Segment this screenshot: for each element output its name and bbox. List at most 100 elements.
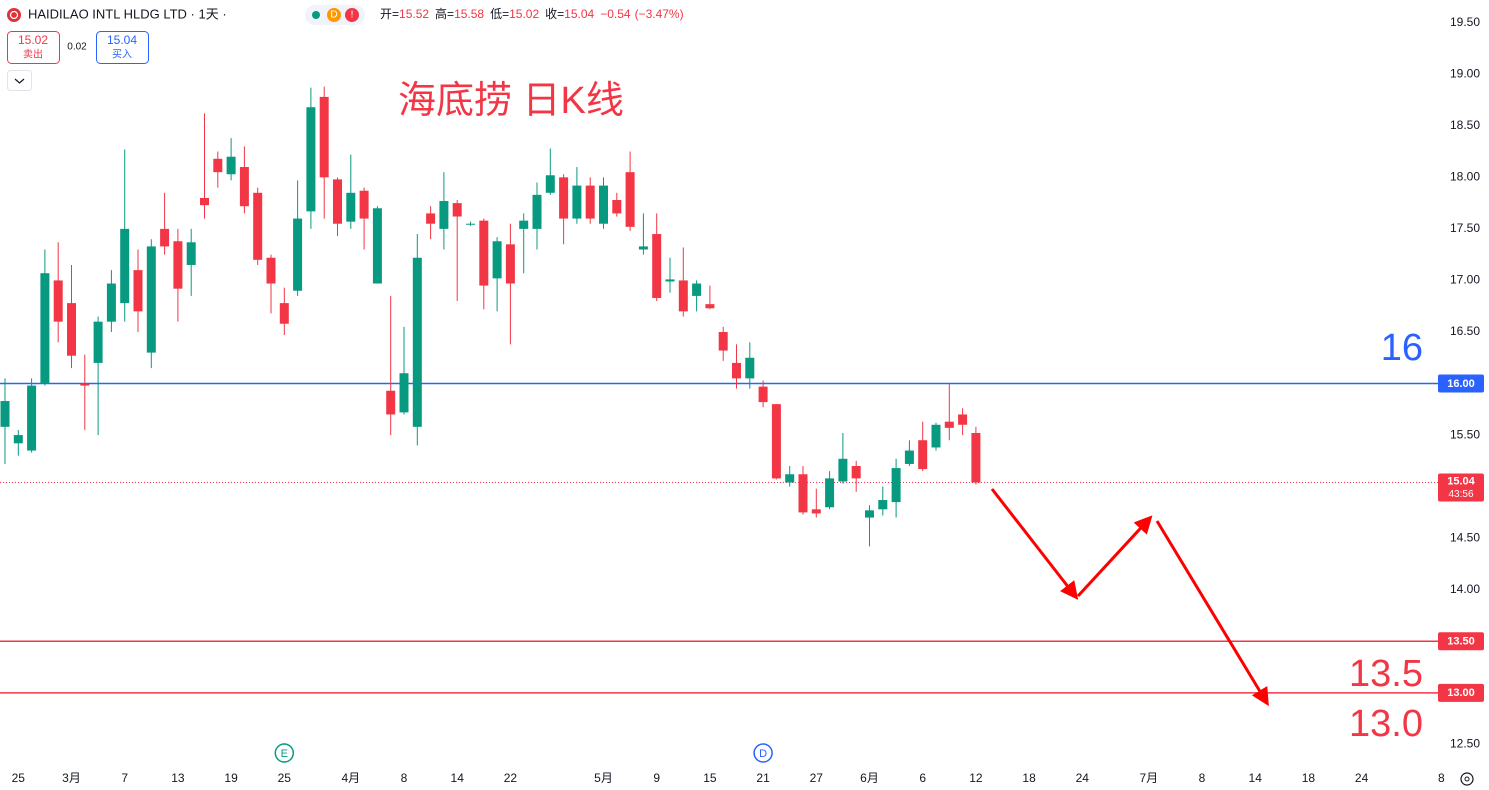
ohlc-part: 收= bbox=[545, 7, 564, 21]
candle-body bbox=[519, 220, 529, 229]
candle-body bbox=[439, 201, 449, 229]
candle-body bbox=[40, 273, 50, 384]
flag bbox=[327, 8, 341, 22]
candle-body bbox=[878, 500, 888, 510]
annotation: 13.0 bbox=[1349, 703, 1423, 745]
candle-body bbox=[811, 509, 821, 514]
y-tick-label: 14.00 bbox=[1450, 582, 1480, 596]
candle-body bbox=[599, 185, 608, 224]
forecast-arrows bbox=[990, 488, 1269, 707]
event-label: E bbox=[281, 748, 288, 760]
candle-body bbox=[758, 386, 768, 403]
candle-body bbox=[186, 242, 196, 265]
candle-body bbox=[891, 468, 901, 503]
price-tag bbox=[1438, 374, 1484, 393]
price-tag-label: 16.00 bbox=[1447, 378, 1475, 390]
candle-body bbox=[958, 414, 968, 425]
candle-body bbox=[333, 179, 342, 224]
candle-body bbox=[971, 433, 981, 483]
candle-body bbox=[386, 390, 396, 415]
x-tick-label: 4月 bbox=[341, 771, 360, 785]
candle-body bbox=[479, 220, 489, 286]
y-tick-label: 17.50 bbox=[1450, 221, 1480, 235]
candle-body bbox=[612, 200, 622, 214]
candle-body bbox=[253, 192, 263, 260]
event-marker bbox=[753, 743, 773, 763]
x-tick-label: 24 bbox=[1076, 771, 1090, 785]
annotation: 13.5 bbox=[1349, 653, 1423, 695]
buy-button[interactable] bbox=[96, 31, 149, 64]
x-tick-label: 6 bbox=[919, 771, 926, 785]
candle-body bbox=[319, 96, 329, 178]
candle-body bbox=[705, 304, 715, 309]
x-tick-label: 14 bbox=[451, 771, 465, 785]
candle-body bbox=[53, 280, 63, 322]
candle-body bbox=[625, 172, 635, 227]
x-tick-label: 27 bbox=[810, 771, 824, 785]
x-tick-label: 14 bbox=[1249, 771, 1263, 785]
ohlc: 开=15.52 高=15.58 低=15.02 收=15.04 −0.54 (−3.47%… bbox=[380, 6, 684, 21]
x-tick-label: 8 bbox=[1438, 771, 1445, 785]
collapse-button[interactable] bbox=[7, 70, 32, 91]
flag-label: D bbox=[330, 10, 337, 21]
ohlc-part: −0.54 bbox=[600, 7, 631, 21]
candle-body bbox=[931, 424, 941, 448]
candle-body bbox=[120, 228, 130, 304]
annotation: 16 bbox=[1381, 327, 1423, 369]
ohlc-part: (−3.47%) bbox=[635, 7, 684, 21]
candle-body bbox=[865, 510, 874, 518]
x-tick-label: 13 bbox=[171, 771, 185, 785]
flag-label: ! bbox=[351, 10, 354, 21]
settings-button[interactable] bbox=[1460, 772, 1474, 786]
candle-body bbox=[239, 167, 249, 207]
candle-body bbox=[346, 192, 356, 222]
candle-body bbox=[266, 257, 276, 284]
chevron bbox=[14, 78, 25, 84]
ohlc-part: 15.02 bbox=[509, 7, 539, 21]
candle-body bbox=[838, 458, 848, 482]
candle-body bbox=[399, 373, 409, 413]
logo bbox=[9, 10, 19, 20]
settings-icon bbox=[1460, 772, 1474, 786]
x-tick-label: 7 bbox=[121, 771, 128, 785]
y-tick-label: 19.00 bbox=[1450, 66, 1480, 80]
candle-body bbox=[678, 280, 688, 312]
candle-body bbox=[213, 158, 223, 173]
candle-body bbox=[146, 246, 156, 353]
spread: 0.02 bbox=[67, 42, 87, 53]
candle-body bbox=[293, 218, 303, 291]
candle-body bbox=[200, 197, 209, 206]
y-tick-label: 19.50 bbox=[1450, 15, 1480, 29]
y-tick-label: 14.50 bbox=[1450, 530, 1480, 544]
x-tick-label: 18 bbox=[1022, 771, 1036, 785]
candle-body bbox=[93, 321, 103, 363]
candle-body bbox=[532, 194, 542, 229]
candle-body bbox=[545, 175, 555, 193]
event-marker bbox=[274, 743, 295, 763]
x-tick-label: 15 bbox=[703, 771, 717, 785]
chart-title: 海底捞 日K线 bbox=[398, 80, 624, 122]
candle-body bbox=[718, 331, 728, 351]
y-tick-label: 16.50 bbox=[1450, 324, 1480, 338]
price-tag-label: 13.50 bbox=[1447, 636, 1475, 648]
candle-body bbox=[732, 362, 741, 379]
sell-button[interactable] bbox=[7, 31, 60, 64]
candle-body bbox=[851, 466, 861, 479]
price-tag bbox=[1438, 683, 1484, 702]
candle-body bbox=[585, 185, 595, 219]
candle-body bbox=[638, 246, 648, 250]
candle-body bbox=[279, 303, 289, 324]
x-tick-label: 7月 bbox=[1139, 771, 1158, 785]
candle-body bbox=[0, 401, 10, 427]
x-tick-label: 21 bbox=[756, 771, 770, 785]
candle-body bbox=[918, 440, 928, 470]
x-tick-label: 12 bbox=[969, 771, 983, 785]
y-tick-label: 12.50 bbox=[1450, 737, 1480, 751]
x-tick-label: 9 bbox=[653, 771, 660, 785]
buy-label: 买入 bbox=[112, 49, 132, 61]
candle-body bbox=[798, 474, 808, 513]
x-tick-label: 5月 bbox=[594, 771, 613, 785]
candle-body bbox=[133, 270, 143, 312]
candle-body bbox=[67, 303, 76, 356]
candle-body bbox=[306, 107, 316, 212]
